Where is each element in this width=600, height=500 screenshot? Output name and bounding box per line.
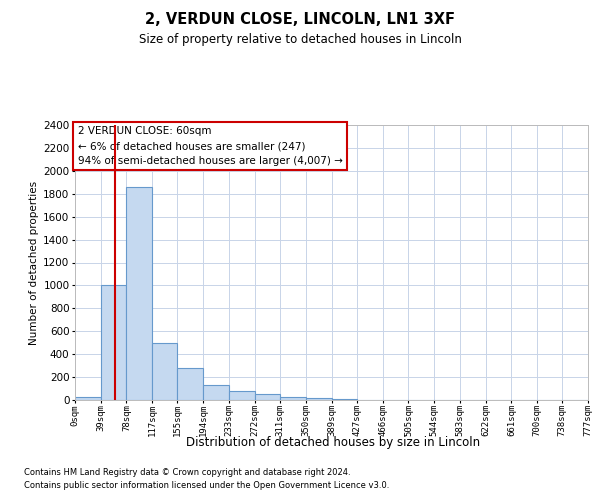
Bar	[75, 396, 101, 400]
Bar	[254, 394, 280, 400]
Bar	[152, 342, 178, 400]
Bar	[127, 187, 152, 400]
Bar	[101, 286, 127, 400]
Text: Contains HM Land Registry data © Crown copyright and database right 2024.: Contains HM Land Registry data © Crown c…	[24, 468, 350, 477]
Text: 2, VERDUN CLOSE, LINCOLN, LN1 3XF: 2, VERDUN CLOSE, LINCOLN, LN1 3XF	[145, 12, 455, 28]
Text: Size of property relative to detached houses in Lincoln: Size of property relative to detached ho…	[139, 32, 461, 46]
Bar	[229, 391, 254, 400]
Y-axis label: Number of detached properties: Number of detached properties	[29, 180, 39, 344]
Bar	[203, 385, 229, 400]
Bar	[178, 368, 203, 400]
Text: Contains public sector information licensed under the Open Government Licence v3: Contains public sector information licen…	[24, 480, 389, 490]
Bar	[280, 396, 306, 400]
Text: 2 VERDUN CLOSE: 60sqm
← 6% of detached houses are smaller (247)
94% of semi-deta: 2 VERDUN CLOSE: 60sqm ← 6% of detached h…	[77, 126, 343, 166]
Bar	[306, 398, 332, 400]
Text: Distribution of detached houses by size in Lincoln: Distribution of detached houses by size …	[186, 436, 480, 449]
